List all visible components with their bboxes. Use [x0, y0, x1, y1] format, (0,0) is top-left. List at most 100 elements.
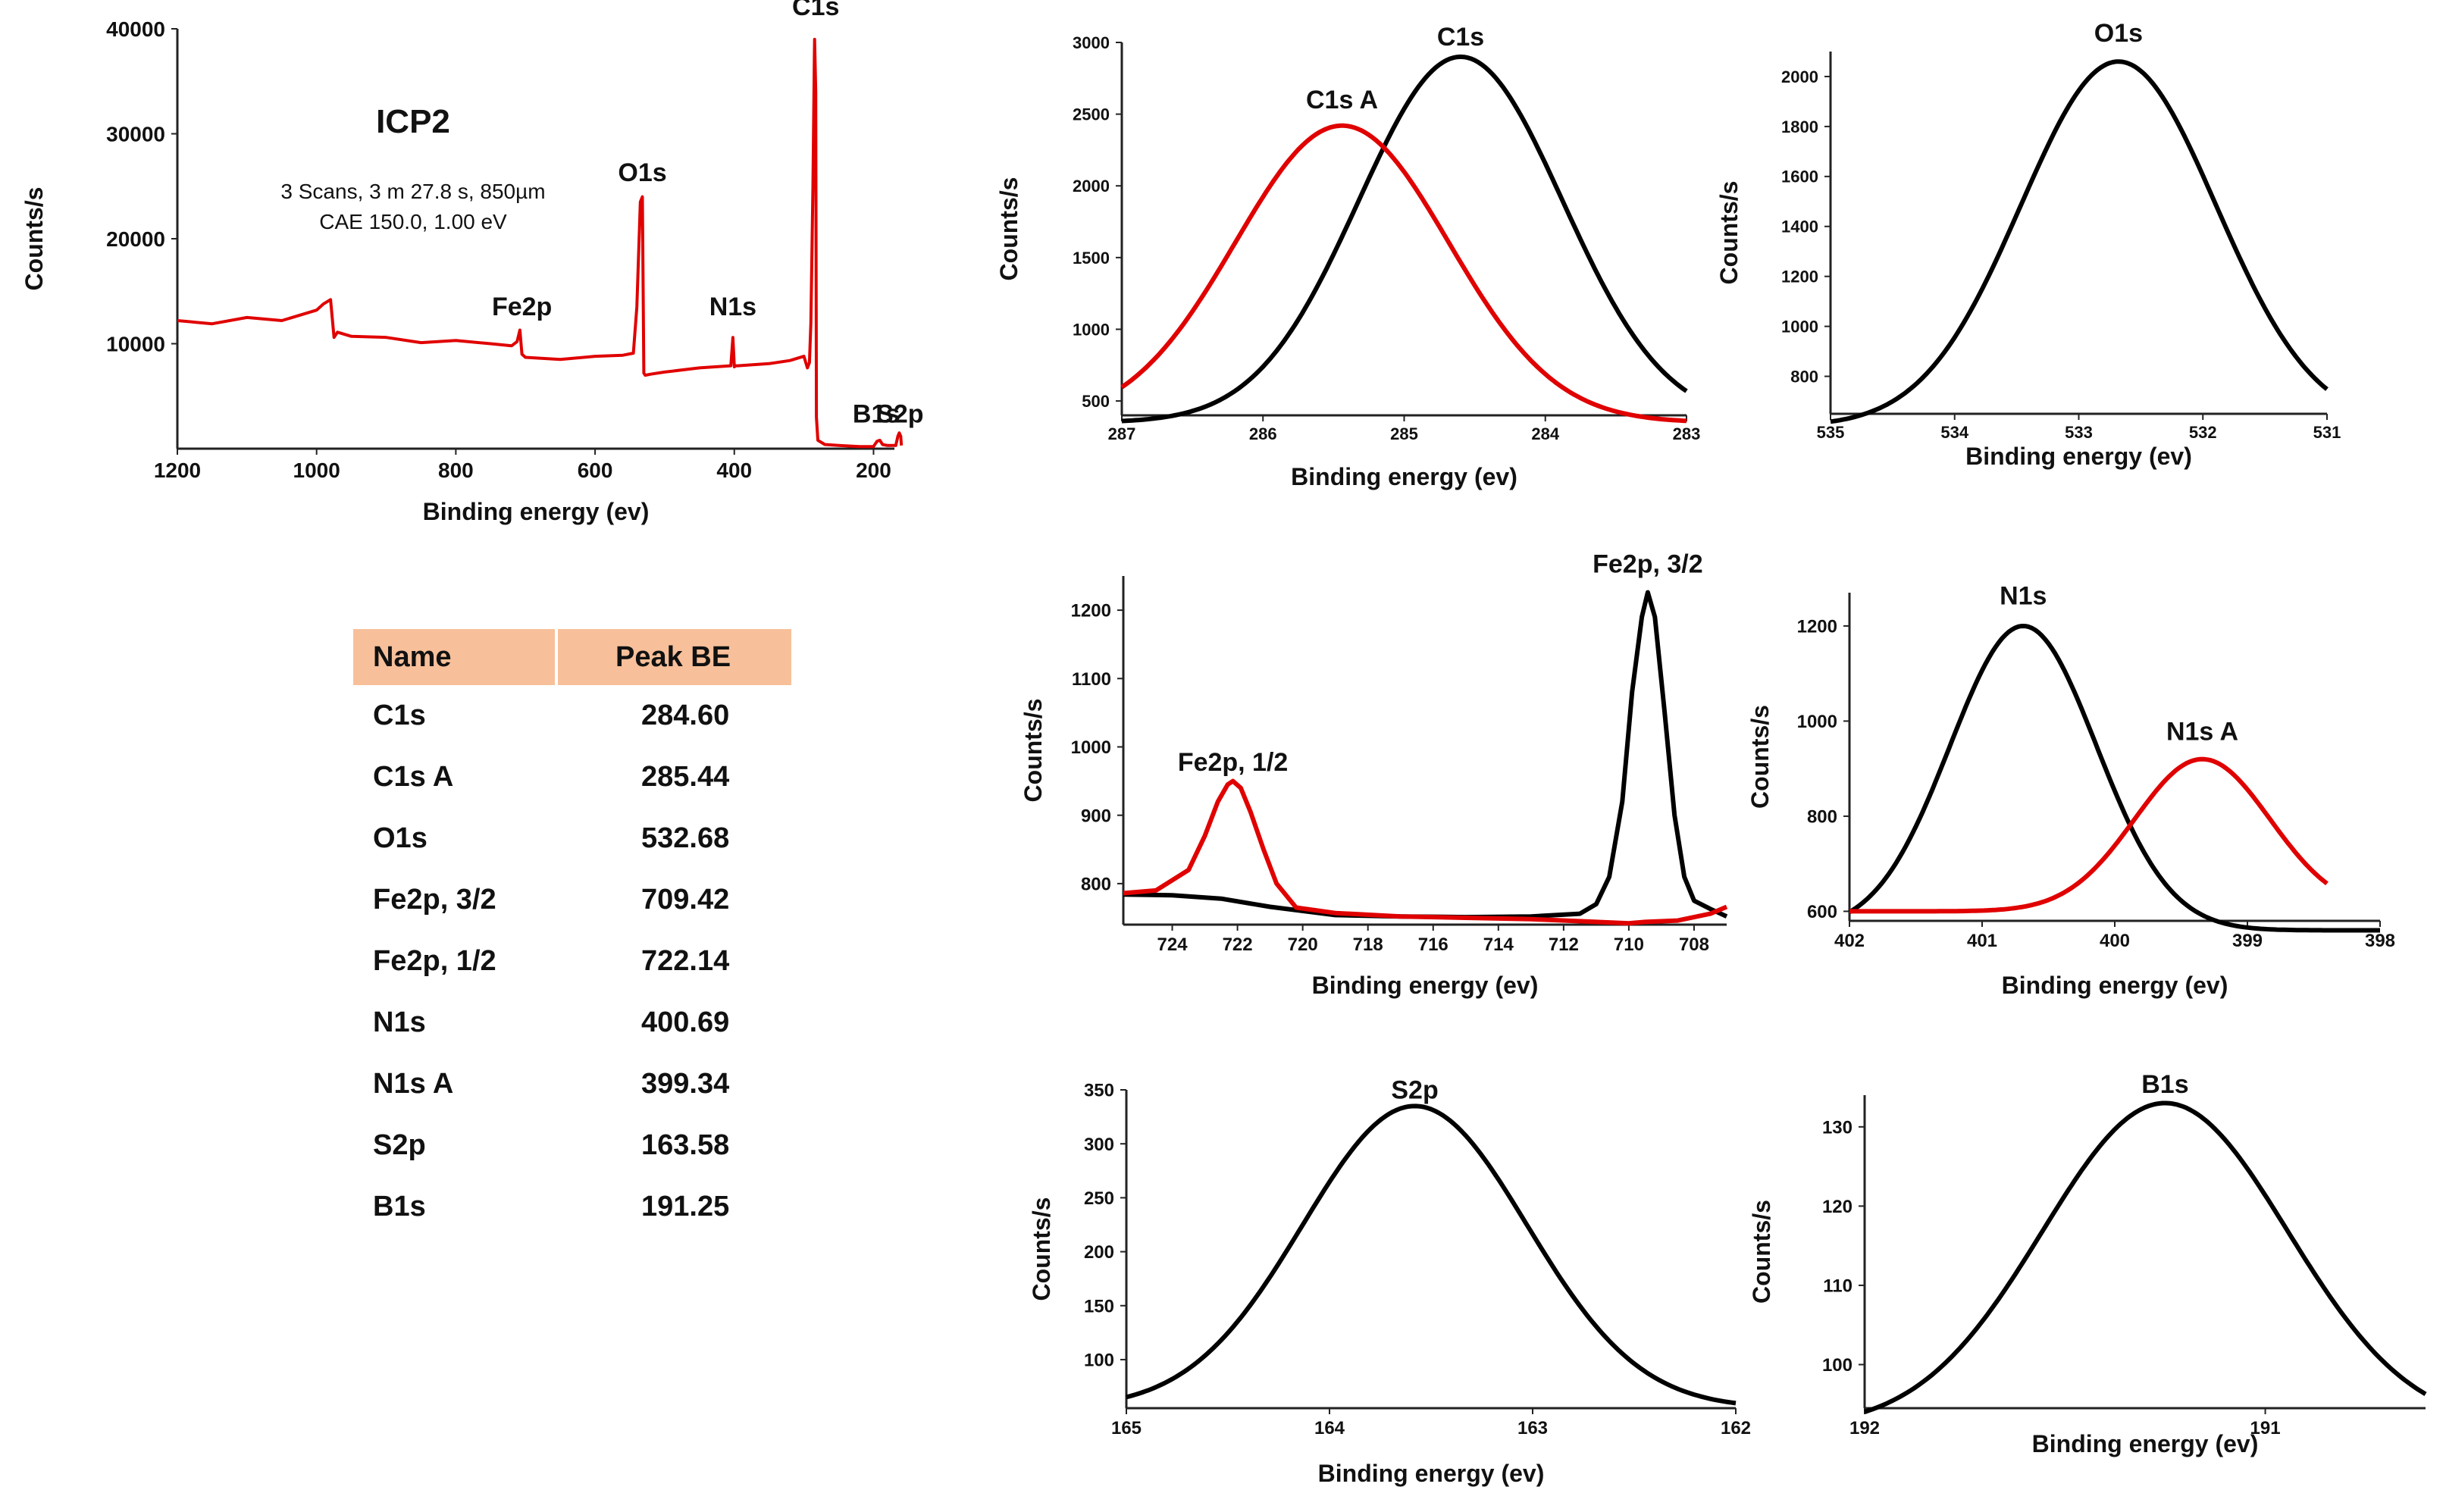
n1s-x-tick-label: 398	[2365, 931, 2395, 951]
survey-peak-label: N1s	[709, 293, 756, 321]
o1s-y-tick-label: 1200	[1781, 268, 1818, 286]
table-row: Fe2p, 3/2 709.42	[353, 869, 791, 931]
c1s-series-c1s-a	[1120, 123, 1687, 424]
c1s-series-c1s	[1121, 54, 1688, 424]
header-name: Name	[353, 629, 558, 685]
n1s-x-axis-label: Binding energy (ev)	[2002, 972, 2228, 999]
s2p-y-tick-label: 250	[1084, 1188, 1114, 1209]
survey-chart-title: ICP2	[376, 103, 450, 140]
n1s-x-tick-label: 401	[1967, 931, 1997, 951]
scan-info-line-1: 3 Scans, 3 m 27.8 s, 850µm	[280, 180, 545, 203]
s2p-x-tick-label: 164	[1314, 1418, 1345, 1438]
peak-name: C1s	[373, 700, 426, 731]
table-row: N1s 400.69	[353, 992, 791, 1053]
survey-x-tick-label: 800	[438, 459, 474, 482]
fe2p-y-tick-label: 1000	[1071, 737, 1111, 758]
survey-peak-label: B1s	[853, 399, 900, 428]
n1s-series-n1s-a	[1849, 756, 2329, 914]
peak-be: 400.69	[641, 1006, 730, 1038]
s2p-x-tick-label: 163	[1517, 1418, 1548, 1438]
table-row: N1s A 399.34	[353, 1053, 791, 1115]
b1s-x-tick-label: 191	[2250, 1418, 2281, 1438]
peak-be: 399.34	[641, 1068, 730, 1100]
fe2p-y-tick-label: 1100	[1072, 669, 1111, 690]
fe2p-x-tick-label: 716	[1418, 934, 1448, 955]
c1s-x-tick-label: 284	[1531, 424, 1559, 443]
o1s-x-tick-label: 531	[2313, 423, 2341, 442]
s2p-y-tick-label: 300	[1084, 1135, 1114, 1155]
b1s-series-b1s	[1864, 1100, 2427, 1414]
survey-peak-label: Fe2p	[492, 293, 552, 321]
peak-be: 284.60	[641, 700, 730, 731]
survey-x-tick-label: 200	[856, 459, 891, 482]
survey-y-axis-label: Counts/s	[20, 187, 48, 291]
survey-x-tick-label: 400	[716, 459, 752, 482]
o1s-y-tick-label: 800	[1790, 367, 1818, 386]
b1s-y-tick-label: 130	[1822, 1117, 1853, 1138]
n1s-x-tick-label: 399	[2232, 931, 2263, 951]
n1s-x-tick-label: 400	[2100, 931, 2130, 951]
table-row: O1s 532.68	[353, 808, 791, 869]
s2p-y-tick-label: 100	[1084, 1351, 1114, 1371]
fe2p-y-tick-label: 800	[1081, 875, 1111, 895]
peak-be: 709.42	[641, 884, 730, 916]
table-row: B1s 191.25	[353, 1176, 791, 1238]
peak-be: 285.44	[641, 761, 730, 793]
o1s-x-tick-label: 534	[1940, 423, 1968, 442]
fe2p-peak-label: Fe2p, 1/2	[1178, 748, 1289, 777]
o1s-y-axis-label: Counts/s	[1715, 181, 1743, 285]
peak-name: N1s	[373, 1006, 426, 1038]
peak-name: O1s	[373, 822, 428, 854]
fe2p-y-tick-label: 900	[1081, 806, 1111, 826]
c1s-peak-label: C1s	[1437, 23, 1484, 52]
c1s-y-tick-label: 500	[1082, 392, 1110, 411]
s2p-y-tick-label: 150	[1084, 1296, 1114, 1316]
peak-be: 191.25	[641, 1191, 730, 1222]
c1s-x-tick-label: 287	[1108, 424, 1136, 443]
fe2p-x-axis-label: Binding energy (ev)	[1312, 972, 1539, 999]
peak-name: S2p	[373, 1129, 426, 1161]
n1s-y-axis-label: Counts/s	[1746, 705, 1774, 809]
survey-y-tick-label: 40000	[106, 17, 165, 41]
o1s-y-tick-label: 2000	[1781, 67, 1818, 86]
fe2p-x-tick-label: 714	[1483, 934, 1514, 955]
peak-name: Fe2p, 1/2	[373, 945, 496, 977]
fe2p-series-fe2p-1-2	[1123, 778, 1728, 926]
survey-peak-label: C1s	[792, 0, 839, 21]
fe2p-x-tick-label: 710	[1614, 934, 1644, 955]
n1s-series-n1s	[1848, 624, 2380, 933]
s2p-y-axis-label: Counts/s	[1028, 1197, 1055, 1301]
c1s-peak-label: C1s A	[1306, 86, 1378, 114]
fe2p-x-tick-label: 724	[1157, 934, 1189, 955]
peak-name: Fe2p, 3/2	[373, 884, 496, 916]
fe2p-x-tick-label: 722	[1223, 934, 1253, 955]
o1s-y-tick-label: 1400	[1781, 218, 1818, 236]
o1s-y-tick-label: 1800	[1781, 117, 1818, 136]
o1s-x-tick-label: 533	[2065, 423, 2093, 442]
s2p-peak-label: S2p	[1391, 1075, 1438, 1104]
b1s-x-tick-label: 192	[1849, 1418, 1880, 1438]
n1s-y-tick-label: 1200	[1797, 617, 1837, 637]
survey-y-tick-label: 20000	[106, 227, 165, 251]
peak-be: 532.68	[641, 822, 730, 854]
b1s-x-axis-label: Binding energy (ev)	[2032, 1430, 2259, 1457]
s2p-y-tick-label: 350	[1084, 1081, 1114, 1101]
c1s-y-tick-label: 2000	[1073, 177, 1110, 196]
o1s-x-tick-label: 535	[1817, 423, 1845, 442]
fe2p-peak-label: Fe2p, 3/2	[1593, 549, 1703, 578]
n1s-peak-label: N1s	[2000, 582, 2047, 611]
peak-be: 722.14	[641, 945, 730, 977]
peak-table-header: Name Peak BE	[353, 629, 791, 685]
n1s-x-tick-label: 402	[1834, 931, 1865, 951]
b1s-y-tick-label: 100	[1822, 1355, 1853, 1376]
c1s-x-tick-label: 285	[1390, 424, 1418, 443]
survey-series-survey	[177, 37, 904, 449]
n1s-y-tick-label: 600	[1807, 902, 1837, 922]
header-peak-be: Peak BE	[558, 629, 791, 685]
o1s-series-o1s	[1830, 59, 2329, 424]
s2p-y-tick-label: 200	[1084, 1242, 1114, 1263]
survey-x-tick-label: 600	[578, 459, 613, 482]
peak-table: Name Peak BE C1s 284.60 C1s A 285.44 O1s 53…	[353, 629, 791, 1238]
peak-name: N1s A	[373, 1068, 454, 1100]
